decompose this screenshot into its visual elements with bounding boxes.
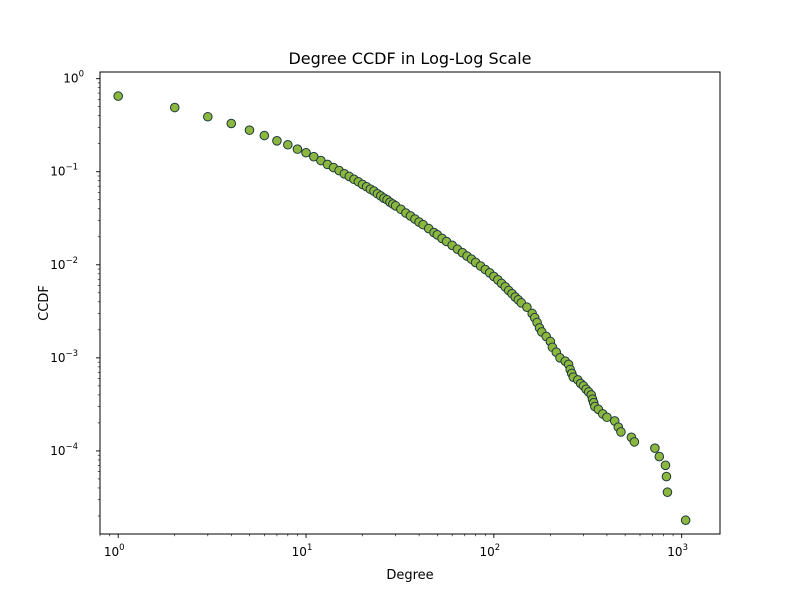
data-point: [244, 125, 255, 135]
data-point: [169, 102, 180, 113]
x-axis-label: Degree: [386, 568, 433, 583]
chart-title: Degree CCDF in Log-Log Scale: [288, 49, 531, 68]
x-tick-label: 100: [104, 543, 125, 559]
data-point: [301, 147, 311, 158]
data-point: [662, 487, 673, 498]
y-tick-label: 10−2: [50, 256, 78, 272]
y-tick-label: 10−4: [50, 442, 78, 458]
data-point: [283, 139, 293, 150]
x-tick-label: 103: [667, 543, 688, 559]
data-point: [616, 427, 626, 437]
data-point: [113, 91, 123, 101]
data-point: [203, 111, 213, 122]
data-points: [113, 91, 691, 526]
x-axis-ticks: 100 101 102 103: [99, 534, 688, 559]
y-axis-label: CCDF: [37, 285, 52, 321]
x-tick-label: 102: [479, 543, 500, 559]
y-tick-label: 100: [63, 70, 84, 86]
data-point: [259, 130, 270, 141]
plot-frame: [99, 71, 721, 535]
data-point: [226, 118, 237, 129]
data-point: [629, 437, 640, 447]
y-axis-ticks: 10−4 10−3 10−2 10−1 100: [50, 70, 100, 517]
data-point: [654, 451, 665, 462]
data-point: [661, 471, 672, 482]
plot-area: [100, 72, 720, 534]
data-point: [680, 515, 691, 526]
data-point: [602, 412, 612, 423]
data-point: [292, 144, 303, 154]
data-point: [272, 136, 282, 146]
y-tick-label: 10−1: [50, 163, 78, 179]
y-tick-label: 10−3: [50, 349, 78, 365]
x-tick-label: 101: [292, 543, 313, 559]
data-point: [650, 443, 660, 453]
data-point: [522, 302, 532, 313]
data-point: [660, 460, 671, 471]
